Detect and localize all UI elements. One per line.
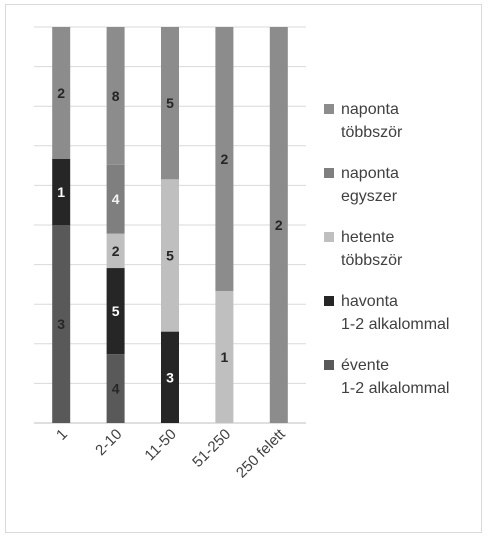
data-label: 3 [57, 316, 65, 332]
chart-frame: 3 1 2 4 5 2 4 8 3 5 5 1 2 2 1 2-10 11-50 51-250 250 felet… [5, 4, 482, 533]
data-label: 5 [166, 95, 174, 111]
bar-segment [106, 268, 125, 355]
legend-label: 1-2 alkalommal [341, 380, 449, 397]
x-tick-label: 11-50 [141, 426, 179, 464]
bar-segment [106, 233, 125, 269]
legend-label: naponta [341, 165, 399, 182]
bar-segment [106, 27, 125, 165]
bars: 3 1 2 4 5 2 4 8 3 5 5 1 2 2 [52, 27, 288, 423]
bar-segment [106, 354, 125, 423]
legend-label: naponta [341, 101, 399, 118]
data-label: 2 [221, 151, 229, 167]
bar-segment [215, 291, 234, 423]
bar-segment [106, 164, 125, 234]
x-tick-label: 250 felett [233, 425, 289, 481]
legend-label: évente [341, 357, 389, 374]
legend-label: havonta [341, 293, 398, 310]
bar-segment [269, 27, 288, 423]
bar-segment [161, 331, 179, 423]
data-label: 4 [112, 381, 120, 397]
x-tick-label: 2-10 [92, 426, 125, 459]
bar-segment [161, 179, 179, 332]
bar-segment [161, 27, 179, 180]
x-tick-label: 1 [53, 426, 71, 444]
legend-label: hetente [341, 229, 394, 246]
data-label: 5 [112, 303, 120, 319]
bar-segment [52, 225, 71, 423]
bar-segment [215, 27, 234, 291]
legend-swatch [324, 232, 334, 242]
legend-swatch [324, 168, 334, 178]
legend-label: többször [341, 124, 403, 141]
data-label: 3 [166, 369, 174, 385]
data-label: 4 [112, 191, 120, 207]
data-label: 5 [166, 247, 174, 263]
data-label: 8 [112, 88, 120, 104]
legend-label: többször [341, 252, 403, 269]
bar-segment [52, 27, 71, 159]
data-label: 1 [57, 184, 65, 200]
legend-swatch [324, 104, 334, 114]
legend-swatch [324, 360, 334, 370]
legend: naponta többször naponta egyszer hetente több… [324, 101, 449, 397]
legend-swatch [324, 296, 334, 306]
data-label: 2 [112, 243, 120, 259]
legend-label: egyszer [341, 188, 398, 205]
x-tick-label: 51-250 [189, 426, 234, 471]
data-label: 2 [57, 85, 65, 101]
data-label: 2 [275, 217, 283, 233]
data-label: 1 [221, 349, 229, 365]
bar-segment [52, 159, 71, 225]
legend-label: 1-2 alkalommal [341, 316, 449, 333]
